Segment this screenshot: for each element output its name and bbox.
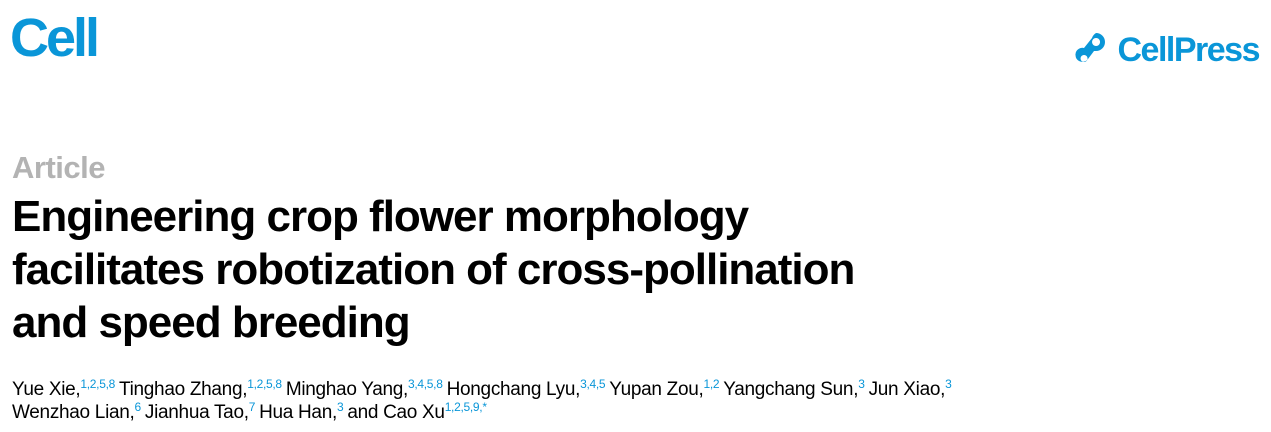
cellpress-logo-icon [1074,33,1105,62]
author-name: and Cao Xu [347,402,445,423]
author-name: Jianhua Tao, [144,402,249,423]
author-name: Tinghao Zhang, [119,379,248,400]
title-line: and speed breeding [12,298,411,347]
author-affiliation[interactable]: 7 [248,400,256,414]
author-name: Minghao Yang, [285,379,408,400]
author-name: Hua Han, [259,402,337,423]
author-list: Yue Xie,1,2,5,8 Tinghao Zhang,1,2,5,8 Ming… [12,378,1271,424]
author-name: Jun Xiao, [868,379,946,400]
author-affiliation[interactable]: 1,2,5,8 [80,377,115,391]
author-line: Wenzhao Lian,6 Jianhua Tao,7 Hua Han,3 and … [12,401,1271,424]
publisher-logo: CellPress [1072,30,1260,70]
title-line: facilitates robotization of cross-pollin… [12,245,855,294]
author-name: Yangchang Sun, [723,379,859,400]
author-affiliation[interactable]: 1,2 [703,377,720,391]
title-line: Engineering crop flower morphology [12,192,749,241]
author-name: Hongchang Lyu, [446,379,581,400]
author-affiliation[interactable]: 3,4,5,8 [407,377,443,391]
author-line: Yue Xie,1,2,5,8 Tinghao Zhang,1,2,5,8 Ming… [12,378,1271,401]
journal-logo: Cell [10,8,100,68]
publisher-name: CellPress [1117,31,1261,69]
author-affiliation[interactable]: 3 [858,377,865,391]
author-affiliation[interactable]: 3,4,5 [580,377,606,391]
author-affiliation[interactable]: 6 [134,400,142,414]
author-name: Wenzhao Lian, [12,402,135,423]
author-name: Yue Xie, [12,379,81,400]
author-name: Yupan Zou, [609,379,704,400]
author-affiliation[interactable]: 1,2,5,9,* [444,400,487,414]
author-affiliation[interactable]: 1,2,5,8 [247,377,282,391]
article-type: Article [12,150,105,185]
author-affiliation[interactable]: 3 [336,400,344,414]
author-affiliation[interactable]: 3 [945,377,952,391]
article-title: Engineering crop flower morphology facil… [12,190,1112,349]
